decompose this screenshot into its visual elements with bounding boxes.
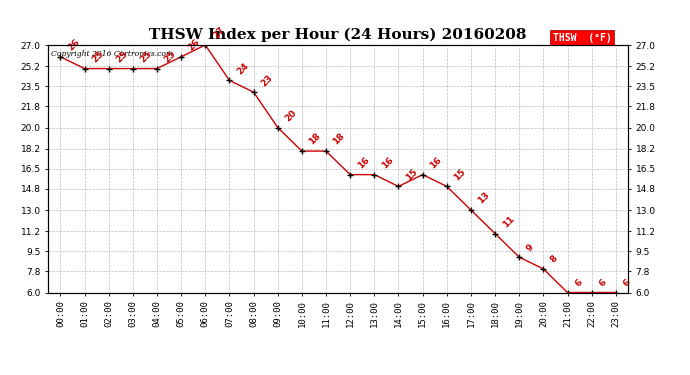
Text: 18: 18 <box>308 132 323 147</box>
Text: 25: 25 <box>90 49 106 64</box>
Text: 13: 13 <box>477 190 492 206</box>
Text: 16: 16 <box>380 155 395 171</box>
Text: 9: 9 <box>525 242 535 253</box>
Text: THSW  (°F): THSW (°F) <box>553 33 611 42</box>
Title: THSW Index per Hour (24 Hours) 20160208: THSW Index per Hour (24 Hours) 20160208 <box>149 28 527 42</box>
Text: 6: 6 <box>598 278 608 288</box>
Text: 25: 25 <box>163 49 178 64</box>
Text: 11: 11 <box>501 214 516 230</box>
Text: 26: 26 <box>66 38 81 52</box>
Text: 25: 25 <box>139 49 154 64</box>
Text: 15: 15 <box>453 167 468 182</box>
Text: 6: 6 <box>573 278 584 288</box>
Text: 6: 6 <box>622 278 632 288</box>
Text: 23: 23 <box>259 73 275 88</box>
Text: 27: 27 <box>211 26 226 41</box>
Text: 16: 16 <box>428 155 444 171</box>
Text: 18: 18 <box>332 132 347 147</box>
Text: 24: 24 <box>235 61 250 76</box>
Text: 16: 16 <box>356 155 371 171</box>
Text: 26: 26 <box>187 38 202 52</box>
Text: 8: 8 <box>549 254 560 265</box>
Text: 15: 15 <box>404 167 420 182</box>
Text: 25: 25 <box>115 49 130 64</box>
Text: Copyright 2016 Cartronics.com: Copyright 2016 Cartronics.com <box>51 50 173 58</box>
Text: 20: 20 <box>284 108 298 123</box>
